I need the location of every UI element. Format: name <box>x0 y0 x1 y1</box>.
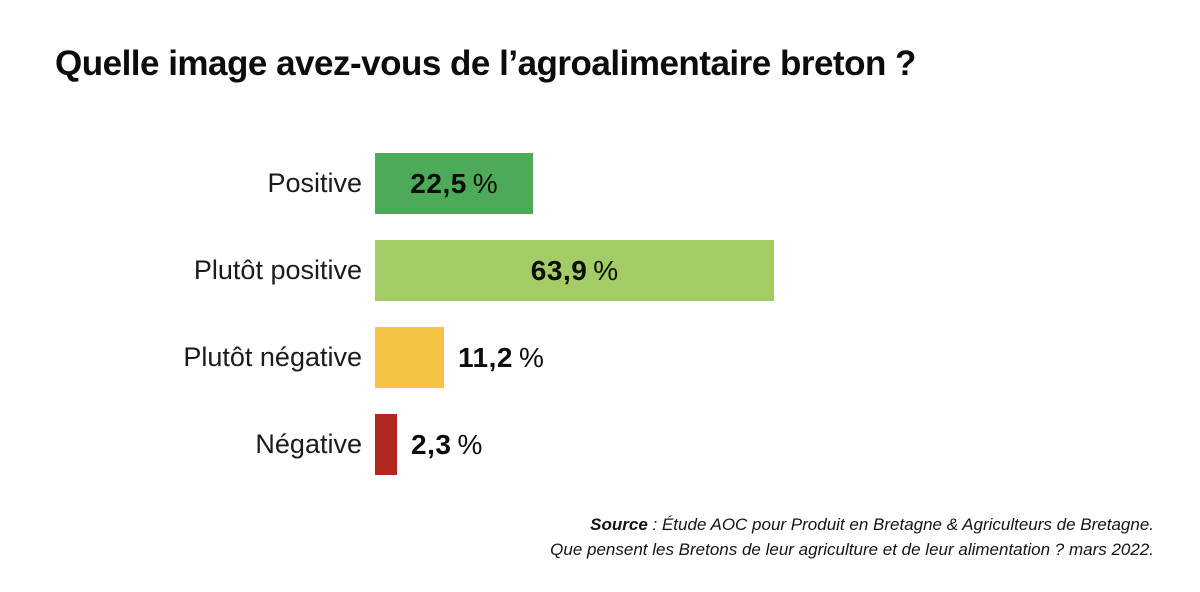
page-title: Quelle image avez-vous de l’agroalimenta… <box>55 44 916 83</box>
value-label: 11,2% <box>458 342 544 374</box>
bar-chart: Positive 22,5% Plutôt positive 63,9% Plu… <box>0 153 1200 501</box>
category-label: Plutôt positive <box>193 255 362 285</box>
bar-plutot-negative <box>375 327 444 388</box>
value-number: 11,2 <box>458 341 513 373</box>
source-label: Source <box>590 515 648 534</box>
value-number: 63,9 <box>530 254 588 286</box>
bar-positive: 22,5% <box>375 153 533 214</box>
chart-row-plutot-positive: Plutôt positive 63,9% <box>0 240 1200 301</box>
chart-row-positive: Positive 22,5% <box>0 153 1200 214</box>
category-label: Positive <box>267 168 362 198</box>
bar-negative <box>375 414 397 475</box>
percent-sign: % <box>472 167 498 199</box>
percent-sign: % <box>457 428 483 460</box>
value-label: 22,5% <box>410 168 497 200</box>
chart-row-plutot-negative: Plutôt négative 11,2% <box>0 327 1200 388</box>
percent-sign: % <box>593 254 619 286</box>
value-number: 22,5 <box>410 167 467 199</box>
value-label: 63,9% <box>531 255 618 287</box>
source-line-2: Que pensent les Bretons de leur agricult… <box>550 540 1154 559</box>
source-line-1: Source : Étude AOC pour Produit en Breta… <box>550 512 1154 537</box>
bar-plutot-positive: 63,9% <box>375 240 774 301</box>
percent-sign: % <box>518 341 544 373</box>
value-number: 2,3 <box>411 428 452 460</box>
category-label: Négative <box>255 429 362 459</box>
chart-row-negative: Négative 2,3% <box>0 414 1200 475</box>
source-note: Source : Étude AOC pour Produit en Breta… <box>550 512 1154 562</box>
category-label: Plutôt négative <box>183 342 362 372</box>
source-line-1-text: : Étude AOC pour Produit en Bretagne & A… <box>647 515 1154 534</box>
value-label: 2,3% <box>411 429 482 461</box>
